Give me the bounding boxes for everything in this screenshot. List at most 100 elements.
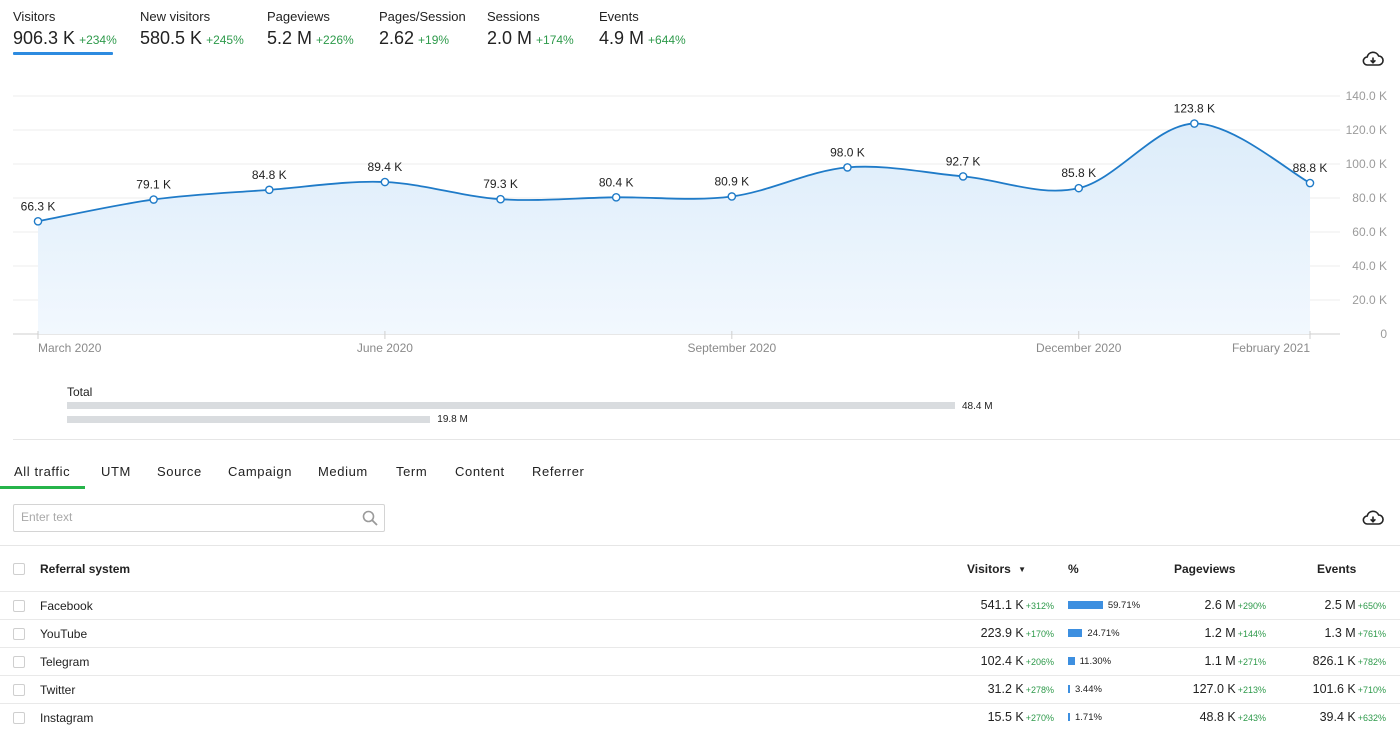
table-top-divider bbox=[0, 545, 1400, 546]
referral-name[interactable]: Facebook bbox=[40, 599, 93, 613]
events-delta: +632% bbox=[1357, 713, 1386, 723]
total-value: 19.8 M bbox=[437, 414, 468, 425]
data-point[interactable] bbox=[264, 185, 274, 195]
referral-name[interactable]: Telegram bbox=[40, 655, 90, 669]
kpi-visitors[interactable]: Visitors 906.3 K +234% bbox=[13, 10, 117, 49]
total-bar bbox=[67, 402, 955, 409]
tab-all-traffic[interactable]: All traffic bbox=[14, 464, 71, 479]
data-label: 80.9 K bbox=[714, 174, 749, 188]
row-checkbox[interactable] bbox=[13, 628, 25, 640]
percent-value: 24.71% bbox=[1087, 628, 1120, 639]
events-delta: +761% bbox=[1357, 629, 1386, 639]
pageviews-value: 127.0 K bbox=[1192, 682, 1236, 696]
events-value: 101.6 K bbox=[1312, 682, 1356, 696]
y-tick-label: 60.0 K bbox=[1352, 225, 1387, 239]
data-label: 88.8 K bbox=[1293, 161, 1328, 175]
events-cell: 2.5 M +650% bbox=[1324, 598, 1386, 612]
visitors-delta: +278% bbox=[1025, 685, 1054, 695]
data-point[interactable] bbox=[958, 172, 968, 181]
row-checkbox[interactable] bbox=[13, 600, 25, 612]
referral-name[interactable]: Instagram bbox=[40, 711, 94, 725]
x-tick-label: March 2020 bbox=[38, 341, 102, 355]
table-row[interactable]: Facebook 541.1 K +312% 59.71% 2.6 M +290% … bbox=[0, 591, 1400, 619]
tab-referrer[interactable]: Referrer bbox=[532, 464, 585, 479]
y-tick-label: 100.0 K bbox=[1346, 157, 1387, 171]
row-divider bbox=[0, 647, 1400, 648]
cloud-download-icon bbox=[1362, 51, 1384, 66]
tab-utm[interactable]: UTM bbox=[101, 464, 131, 479]
events-cell: 101.6 K +710% bbox=[1313, 682, 1386, 696]
kpi-label: Pages/Session bbox=[379, 9, 466, 24]
kpi-value: 906.3 K bbox=[13, 28, 76, 48]
referral-name[interactable]: Twitter bbox=[40, 683, 76, 697]
column-header-pageviews[interactable]: Pageviews bbox=[1174, 562, 1236, 576]
tab-source[interactable]: Source bbox=[157, 464, 202, 479]
percent-value: 59.71% bbox=[1107, 600, 1141, 611]
table-row[interactable]: Telegram 102.4 K +206% 11.30% 1.1 M +271% … bbox=[0, 647, 1400, 675]
x-tick-label: February 2021 bbox=[1232, 341, 1310, 355]
tab-campaign[interactable]: Campaign bbox=[228, 464, 293, 479]
search-box bbox=[13, 504, 385, 532]
kpi-pages-session[interactable]: Pages/Session 2.62 +19% bbox=[379, 10, 466, 49]
data-label: 79.3 K bbox=[483, 177, 518, 191]
tab-term[interactable]: Term bbox=[396, 464, 428, 479]
pageviews-cell: 1.2 M +144% bbox=[1204, 626, 1266, 640]
data-point[interactable] bbox=[727, 192, 737, 201]
sort-desc-icon: ▼ bbox=[1018, 565, 1027, 574]
visitors-cell: 102.4 K +206% bbox=[981, 654, 1054, 668]
tab-medium[interactable]: Medium bbox=[318, 464, 368, 479]
kpi-new-visitors[interactable]: New visitors 580.5 K +245% bbox=[140, 10, 244, 49]
events-value: 826.1 K bbox=[1312, 654, 1356, 668]
visitors-delta: +270% bbox=[1025, 713, 1054, 723]
total-label: Total bbox=[67, 385, 93, 399]
referral-name[interactable]: YouTube bbox=[40, 627, 88, 641]
series-line bbox=[37, 122, 1311, 223]
x-tick-label: September 2020 bbox=[687, 341, 776, 355]
data-point[interactable] bbox=[611, 193, 621, 202]
cloud-download-icon bbox=[1362, 510, 1384, 525]
column-header-events[interactable]: Events bbox=[1317, 562, 1357, 576]
select-all-checkbox[interactable] bbox=[13, 563, 25, 575]
data-point[interactable] bbox=[1305, 178, 1315, 188]
data-point[interactable] bbox=[1074, 183, 1084, 193]
table-row[interactable]: Twitter 31.2 K +278% 3.44% 127.0 K +213% 1… bbox=[0, 675, 1400, 703]
data-point[interactable] bbox=[1190, 119, 1199, 128]
data-point[interactable] bbox=[496, 194, 505, 204]
kpi-pageviews[interactable]: Pageviews 5.2 M +226% bbox=[267, 10, 354, 49]
kpi-events[interactable]: Events 4.9 M +644% bbox=[599, 10, 686, 49]
search-icon[interactable] bbox=[362, 510, 378, 526]
percent-bar bbox=[1068, 713, 1070, 721]
table-download-button[interactable] bbox=[1362, 509, 1384, 527]
events-cell: 826.1 K +782% bbox=[1313, 654, 1386, 668]
kpi-value: 5.2 M bbox=[267, 28, 313, 48]
events-delta: +650% bbox=[1357, 601, 1386, 611]
events-value: 2.5 M bbox=[1324, 598, 1356, 612]
kpi-value: 2.0 M bbox=[487, 28, 533, 48]
row-divider bbox=[0, 703, 1400, 704]
data-point[interactable] bbox=[380, 177, 390, 187]
row-checkbox[interactable] bbox=[13, 684, 25, 696]
row-checkbox[interactable] bbox=[13, 656, 25, 668]
visitors-value: 223.9 K bbox=[980, 626, 1024, 640]
row-checkbox[interactable] bbox=[13, 712, 25, 724]
table-row[interactable]: Instagram 15.5 K +270% 1.71% 48.8 K +243% … bbox=[0, 703, 1400, 731]
pageviews-delta: +290% bbox=[1237, 601, 1266, 611]
search-input[interactable] bbox=[14, 505, 351, 529]
table-row[interactable]: YouTube 223.9 K +170% 24.71% 1.2 M +144% 1… bbox=[0, 619, 1400, 647]
tab-content[interactable]: Content bbox=[455, 464, 505, 479]
column-header-visitors[interactable]: Visitors ▼ bbox=[967, 562, 1026, 576]
data-point[interactable] bbox=[149, 195, 158, 204]
data-point[interactable] bbox=[843, 163, 852, 172]
y-tick-label: 140.0 K bbox=[1346, 89, 1387, 103]
column-header-percent[interactable]: % bbox=[1068, 562, 1079, 576]
data-label: 79.1 K bbox=[136, 178, 171, 192]
column-header-referral-system[interactable]: Referral system bbox=[40, 562, 131, 576]
kpi-sessions[interactable]: Sessions 2.0 M +174% bbox=[487, 10, 574, 49]
data-label: 84.8 K bbox=[252, 168, 287, 182]
events-value: 39.4 K bbox=[1319, 710, 1356, 724]
active-tab-indicator bbox=[0, 486, 85, 489]
chart-download-button[interactable] bbox=[1362, 50, 1384, 68]
data-point[interactable] bbox=[33, 216, 43, 226]
visitors-value: 541.1 K bbox=[980, 598, 1024, 612]
kpi-label: Visitors bbox=[13, 9, 56, 24]
